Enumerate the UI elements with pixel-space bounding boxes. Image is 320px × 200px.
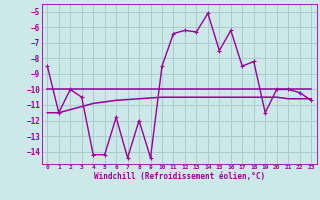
X-axis label: Windchill (Refroidissement éolien,°C): Windchill (Refroidissement éolien,°C) (94, 172, 265, 181)
